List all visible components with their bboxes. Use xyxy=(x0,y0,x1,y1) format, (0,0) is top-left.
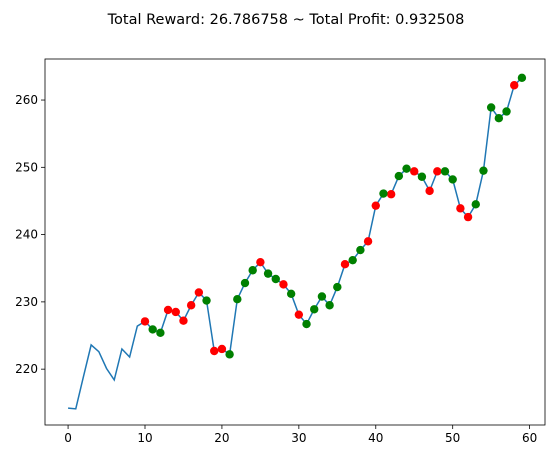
x-tick-label: 10 xyxy=(137,431,152,445)
sell-point xyxy=(217,344,227,354)
buy-point xyxy=(148,325,157,334)
plot-area xyxy=(68,73,527,410)
chart-title: Total Reward: 26.786758 ~ Total Profit: … xyxy=(107,12,465,28)
buy-point xyxy=(333,282,342,292)
sell-point xyxy=(510,81,519,90)
sell-point xyxy=(140,317,150,326)
y-tick-label: 260 xyxy=(15,93,38,107)
buy-point xyxy=(502,107,511,116)
sell-point xyxy=(463,212,473,222)
sell-point xyxy=(279,280,288,289)
buy-point xyxy=(479,166,488,175)
buy-point xyxy=(325,301,334,310)
buy-point xyxy=(517,73,527,83)
buy-point xyxy=(233,294,242,304)
buy-point xyxy=(448,175,457,184)
x-tick-label: 50 xyxy=(445,431,460,445)
buy-point xyxy=(248,266,257,275)
price-line xyxy=(68,77,523,410)
sell-point xyxy=(340,260,350,269)
plot-frame xyxy=(44,58,546,426)
buy-point xyxy=(317,292,327,301)
buy-point xyxy=(240,278,250,288)
x-tick-label: 30 xyxy=(291,431,306,445)
sell-point xyxy=(371,201,380,210)
buy-point xyxy=(225,350,234,359)
sell-point xyxy=(171,307,180,317)
buy-point xyxy=(486,103,496,112)
sell-point xyxy=(410,167,419,176)
buy-point xyxy=(310,305,319,314)
buy-point xyxy=(494,114,504,123)
buy-point xyxy=(348,255,357,265)
buy-point xyxy=(471,200,480,209)
buy-point xyxy=(356,245,365,255)
sell-point xyxy=(456,204,465,213)
buy-point xyxy=(402,164,411,173)
x-tick-label: 0 xyxy=(64,431,72,445)
axes: 0 10 20 30 40 50 60 220 230 240 250 260 xyxy=(15,93,537,445)
buy-point xyxy=(417,172,427,181)
sell-point xyxy=(425,186,434,196)
sell-point xyxy=(179,316,188,325)
x-tick-label: 20 xyxy=(214,431,229,445)
sell-point xyxy=(186,301,196,310)
sell-point xyxy=(210,346,219,356)
sell-point xyxy=(386,190,396,199)
buy-point xyxy=(440,167,450,176)
buy-point xyxy=(271,274,280,284)
y-tick-label: 250 xyxy=(15,160,38,174)
x-tick-label: 60 xyxy=(522,431,537,445)
y-tick-label: 230 xyxy=(15,295,38,309)
buy-point xyxy=(286,289,296,299)
sell-point xyxy=(363,237,373,246)
y-tick-label: 240 xyxy=(15,228,38,242)
sell-point xyxy=(194,288,204,297)
buy-point xyxy=(263,269,273,278)
sell-point xyxy=(163,305,173,315)
buy-point xyxy=(156,328,165,338)
buy-point xyxy=(202,296,211,305)
sell-point xyxy=(294,310,304,319)
sell-point xyxy=(256,257,265,267)
x-tick-label: 40 xyxy=(368,431,383,445)
buy-point xyxy=(394,171,404,181)
sell-point xyxy=(433,167,442,176)
y-tick-label: 220 xyxy=(15,362,38,376)
buy-point xyxy=(302,319,311,329)
buy-point xyxy=(379,189,388,198)
